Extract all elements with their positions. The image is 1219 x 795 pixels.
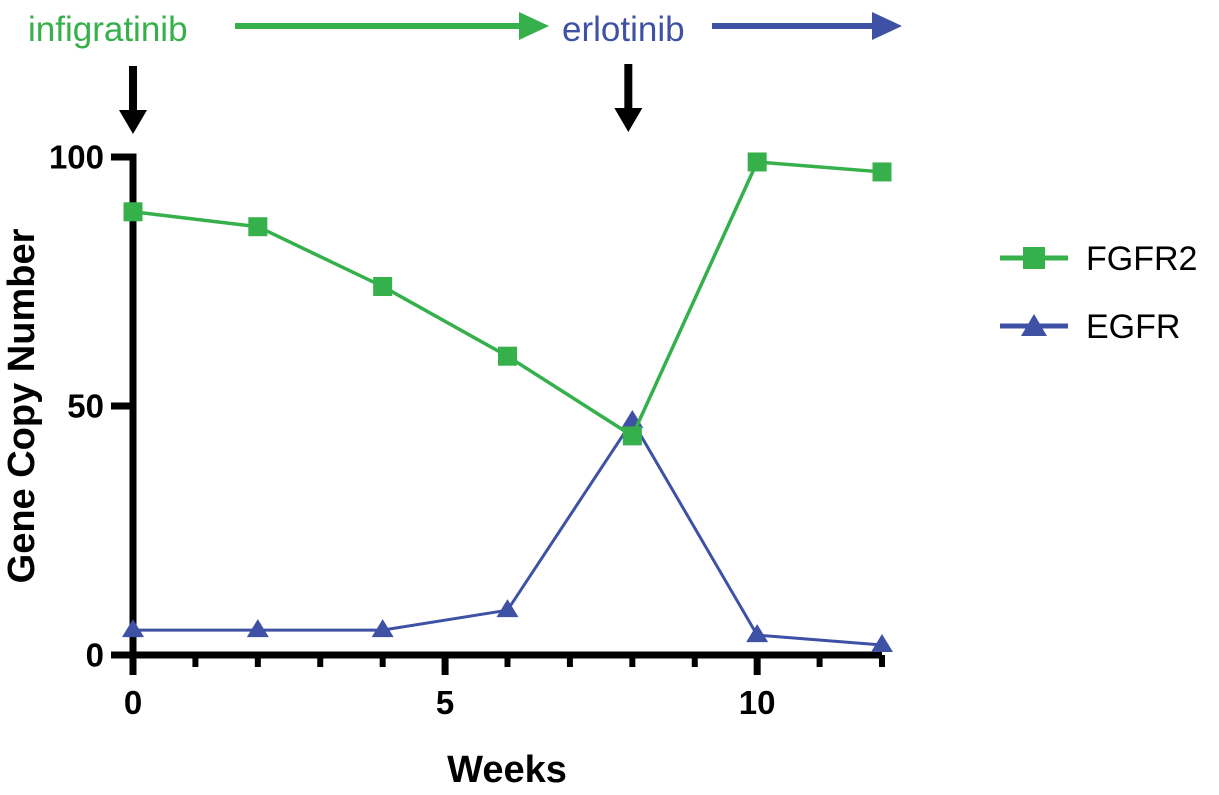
x-tick-label: 0: [124, 684, 142, 721]
square-marker-icon: [872, 162, 892, 182]
axes: 0 50 100 0 5 10: [49, 139, 885, 721]
legend-item-egfr: EGFR: [1000, 308, 1180, 346]
square-marker-icon: [622, 426, 642, 446]
triangle-marker-icon: [122, 619, 144, 638]
square-marker-icon: [123, 202, 143, 222]
green-arrow-head: [519, 12, 549, 40]
square-marker-icon: [248, 217, 268, 237]
square-marker-icon: [747, 152, 767, 172]
triangle-marker-icon: [746, 624, 769, 643]
infigratinib-arrow-icon: [235, 12, 549, 40]
y-tick-label: 50: [67, 388, 104, 425]
legend-label-egfr: EGFR: [1086, 308, 1180, 346]
blue-arrow-head: [872, 12, 902, 40]
data-series: [122, 152, 893, 653]
y-tick-label: 0: [86, 637, 104, 674]
down-arrow-shaft: [129, 66, 137, 110]
y-tick-label: 100: [49, 139, 104, 176]
down-arrow-shaft: [624, 64, 633, 108]
erlotinib-label: erlotinib: [562, 10, 685, 49]
x-axis-title: Weeks: [447, 749, 567, 791]
infigratinib-label: infigratinib: [28, 10, 188, 49]
legend-item-fgfr2: FGFR2: [1000, 240, 1197, 278]
triangle-marker-icon: [371, 619, 394, 638]
legend-label-fgfr2: FGFR2: [1086, 240, 1197, 278]
x-tick-label: 5: [436, 684, 454, 721]
square-marker-icon: [373, 276, 393, 296]
triangle-marker-icon: [246, 619, 269, 638]
egfr-triangle-marker-icon: [1021, 314, 1047, 336]
square-marker-icon: [498, 346, 517, 366]
legend: FGFR2 EGFR: [1000, 240, 1197, 346]
down-arrow-head: [614, 108, 643, 132]
x-tick-label: 10: [739, 684, 776, 721]
y-axis-title: Gene Copy Number: [1, 228, 43, 583]
down-arrow-head: [119, 110, 147, 134]
series-fgfr2: [123, 152, 892, 446]
triangle-marker-icon: [496, 599, 519, 618]
series-line: [132, 160, 883, 439]
series-egfr: [122, 409, 893, 653]
fgfr2-square-marker-icon: [1023, 247, 1045, 269]
erlotinib-arrow-icon: [712, 12, 902, 40]
triangle-marker-icon: [871, 634, 893, 653]
timepoint-down-arrow-icons: [119, 64, 643, 134]
